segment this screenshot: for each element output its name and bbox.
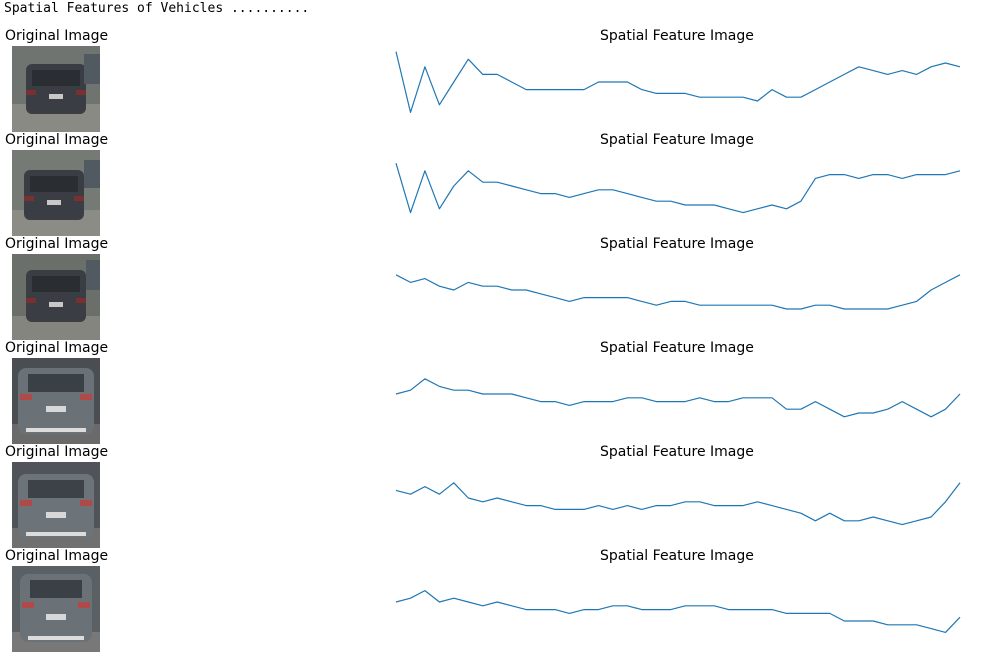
feature-series-line (395, 51, 961, 114)
spatial-feature-plot (395, 590, 961, 634)
figure-row: Original Image Spatial Feature Image (0, 132, 1004, 236)
figure-row: Original Image Spatial Feature Image (0, 28, 1004, 132)
spatial-feature-plot (395, 163, 961, 214)
feature-series-line (395, 590, 961, 634)
feature-series-line (395, 378, 961, 418)
spatial-feature-title: Spatial Feature Image (600, 236, 754, 252)
spatial-feature-plot (395, 51, 961, 114)
spatial-feature-plot (395, 482, 961, 526)
spatial-feature-title: Spatial Feature Image (600, 28, 754, 44)
figure-row: Original Image Spatial Feature Image (0, 444, 1004, 548)
original-image-title: Original Image (5, 548, 109, 564)
original-image-title: Original Image (5, 132, 109, 148)
figure-row: Original Image Spatial Feature Image (0, 340, 1004, 444)
original-image-title: Original Image (5, 444, 109, 460)
spatial-feature-title: Spatial Feature Image (600, 340, 754, 356)
spatial-feature-title: Spatial Feature Image (600, 444, 754, 460)
feature-series-line (395, 163, 961, 214)
console-output-header: Spatial Features of Vehicles .......... (4, 1, 310, 16)
feature-series-line (395, 274, 961, 310)
original-image-vehicle-thumbnail (12, 254, 100, 340)
feature-series-line (395, 482, 961, 526)
figure-row: Original Image Spatial Feature Image (0, 236, 1004, 340)
original-image-title: Original Image (5, 236, 109, 252)
original-image-vehicle-thumbnail (12, 462, 100, 548)
original-image-vehicle-thumbnail (12, 150, 100, 236)
original-image-title: Original Image (5, 28, 109, 44)
original-image-vehicle-thumbnail (12, 358, 100, 444)
figure-row: Original Image Spatial Feature Image (0, 548, 1004, 652)
original-image-title: Original Image (5, 340, 109, 356)
spatial-feature-title: Spatial Feature Image (600, 132, 754, 148)
spatial-feature-title: Spatial Feature Image (600, 548, 754, 564)
original-image-vehicle-thumbnail (12, 566, 100, 652)
spatial-feature-plot (395, 378, 961, 418)
original-image-vehicle-thumbnail (12, 46, 100, 132)
spatial-feature-plot (395, 274, 961, 310)
